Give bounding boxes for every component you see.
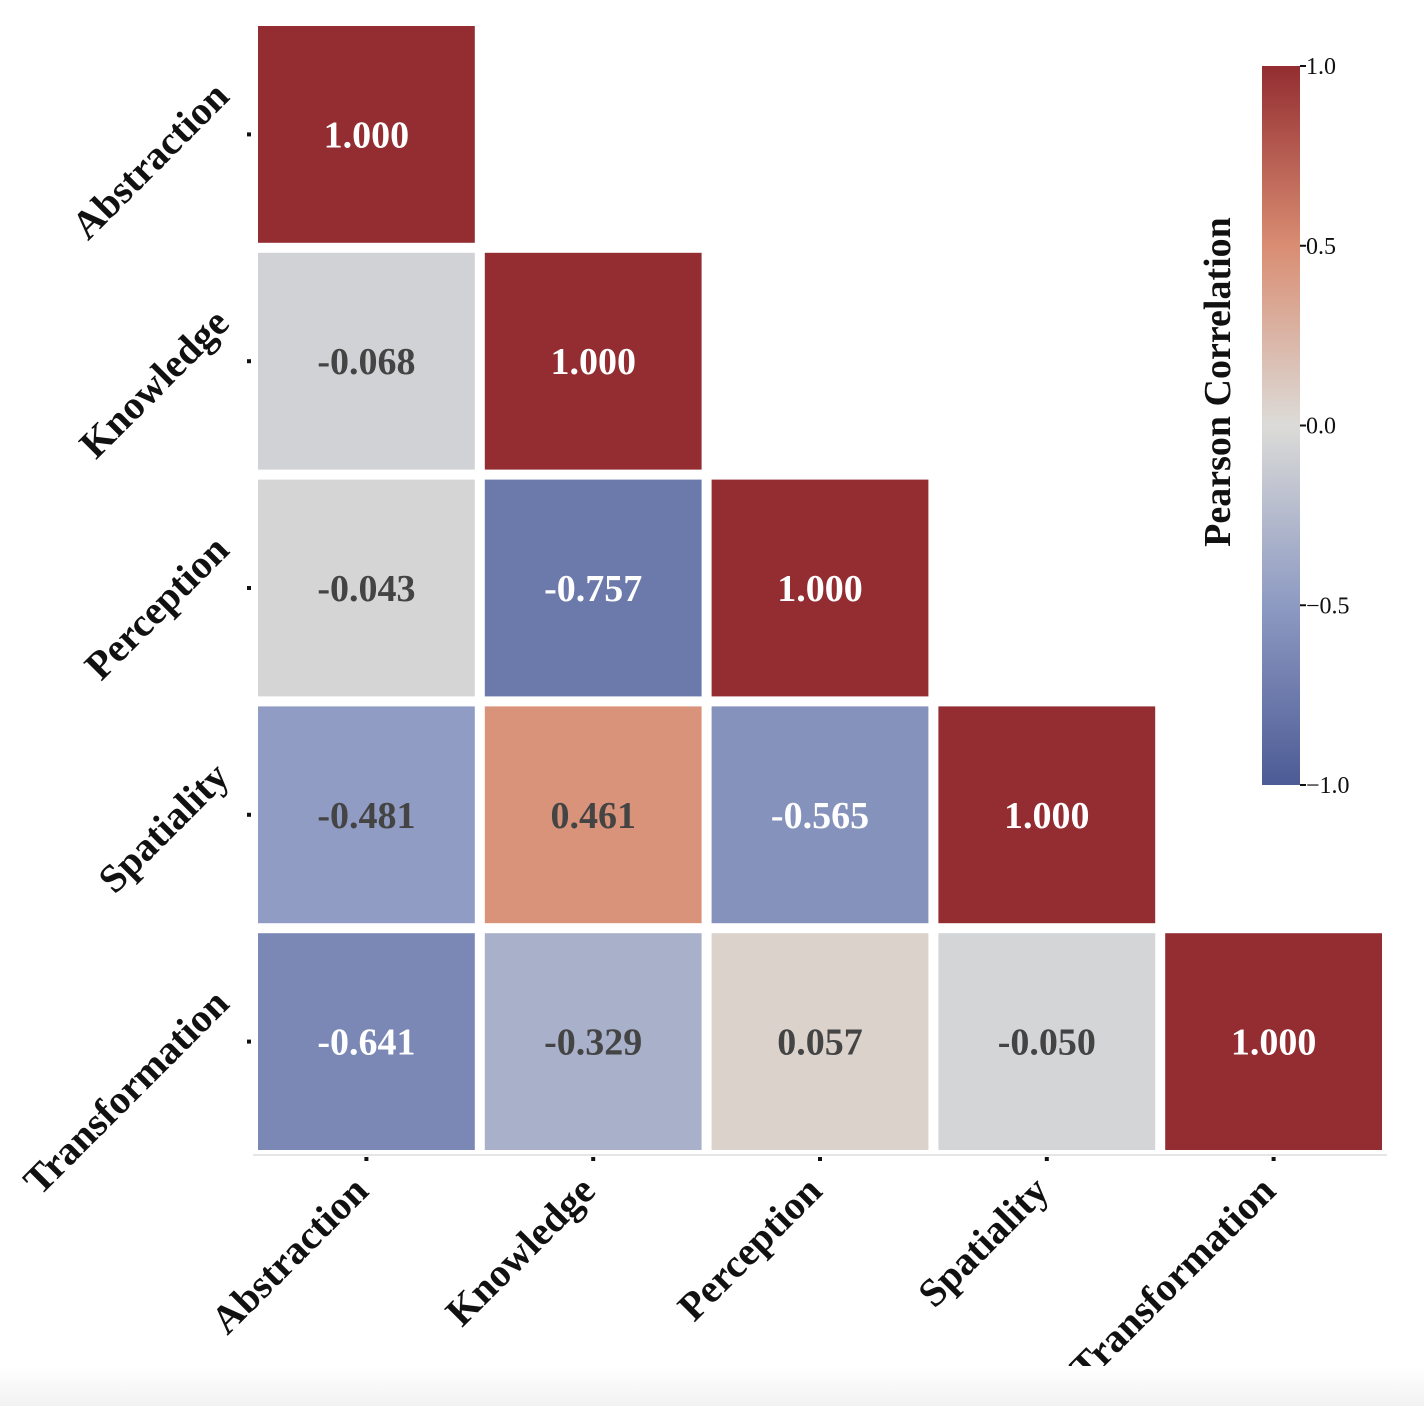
colorbar-tick-label: 0.5 [1306, 234, 1336, 260]
cell-value-label: -0.068 [317, 341, 415, 383]
colorbar-title: Pearson Correlation [1197, 217, 1239, 547]
bottom-fade [0, 1366, 1424, 1406]
y-axis-label-abstraction: Abstraction [63, 73, 238, 248]
heatmap-cell-perception-abstraction [258, 479, 475, 697]
x-axis-tick [1044, 1157, 1049, 1161]
cell-value-label: -0.481 [317, 795, 415, 837]
cell-value-label: 1.000 [1231, 1022, 1317, 1064]
cell-value-label: -0.565 [771, 795, 869, 837]
x-axis-label-transformation: Transformation [1061, 1168, 1284, 1391]
colorbar: Pearson Correlation 1.0 0.5 0.0 −0.5 −1.0 [1197, 54, 1350, 799]
colorbar-tick-label: 0.0 [1306, 414, 1336, 440]
heatmap-cell-perception-perception [711, 479, 929, 697]
x-axis-label-perception: Perception [669, 1168, 831, 1330]
cell-value-label: 0.461 [550, 795, 636, 837]
heatmap-cell-spatiality-spatiality [938, 706, 1156, 924]
heatmap-cells: 1.000 -0.068 1.000 -0.043 -0.757 1.000 -0.481 0… [258, 26, 1382, 1150]
heatmap-cell-knowledge-knowledge [484, 252, 702, 470]
y-axis-label-spatiality: Spatiality [89, 753, 237, 901]
heatmap-cell-transformation-perception [711, 933, 929, 1150]
x-axis-label-abstraction: Abstraction [202, 1168, 377, 1343]
colorbar-tick-label: 1.0 [1306, 54, 1336, 80]
cell-value-label: 1.000 [324, 114, 410, 156]
y-axis-tick [247, 586, 251, 590]
heatmap-cell-perception-knowledge [484, 479, 702, 697]
cell-value-label: -0.050 [998, 1022, 1096, 1064]
colorbar-tick-label: −0.5 [1306, 593, 1350, 619]
heatmap-cell-spatiality-perception [711, 706, 929, 924]
colorbar-gradient [1262, 66, 1300, 785]
x-axis-tick [591, 1157, 596, 1161]
cell-value-label: 1.000 [777, 568, 863, 610]
y-axis-label-perception: Perception [76, 527, 238, 689]
heatmap-cell-spatiality-abstraction [258, 706, 475, 924]
cell-value-label: 0.057 [777, 1022, 863, 1064]
colorbar-tick-label: −1.0 [1306, 773, 1350, 799]
heatmap-cell-transformation-spatiality [938, 933, 1156, 1150]
x-axis-tick [818, 1157, 822, 1161]
x-axis-label-knowledge: Knowledge [437, 1168, 604, 1335]
cell-value-label: 1.000 [1004, 795, 1090, 837]
cell-value-label: 1.000 [550, 341, 636, 383]
x-axis-label-spatiality: Spatiality [909, 1168, 1057, 1316]
y-axis-tick [247, 359, 251, 364]
cell-value-label: -0.329 [544, 1022, 642, 1064]
heatmap-cell-transformation-abstraction [258, 933, 475, 1150]
heatmap-cell-spatiality-knowledge [484, 706, 702, 924]
y-axis-tick [247, 812, 251, 817]
y-axis-label-knowledge: Knowledge [70, 300, 237, 467]
heatmap-cell-transformation-knowledge [484, 933, 702, 1150]
cell-value-label: -0.641 [317, 1022, 415, 1064]
heatmap-cell-transformation-transformation [1165, 933, 1382, 1150]
y-axis-label-transformation: Transformation [14, 980, 237, 1203]
heatmap-cell-knowledge-abstraction [258, 252, 475, 470]
cell-value-label: -0.043 [317, 568, 415, 610]
x-axis-tick [364, 1157, 369, 1161]
cell-value-label: -0.757 [544, 568, 642, 610]
heatmap-cell-abstraction-abstraction [258, 26, 475, 243]
y-axis-tick [247, 1039, 251, 1044]
y-axis-tick [247, 132, 251, 137]
x-axis-tick [1271, 1157, 1276, 1161]
